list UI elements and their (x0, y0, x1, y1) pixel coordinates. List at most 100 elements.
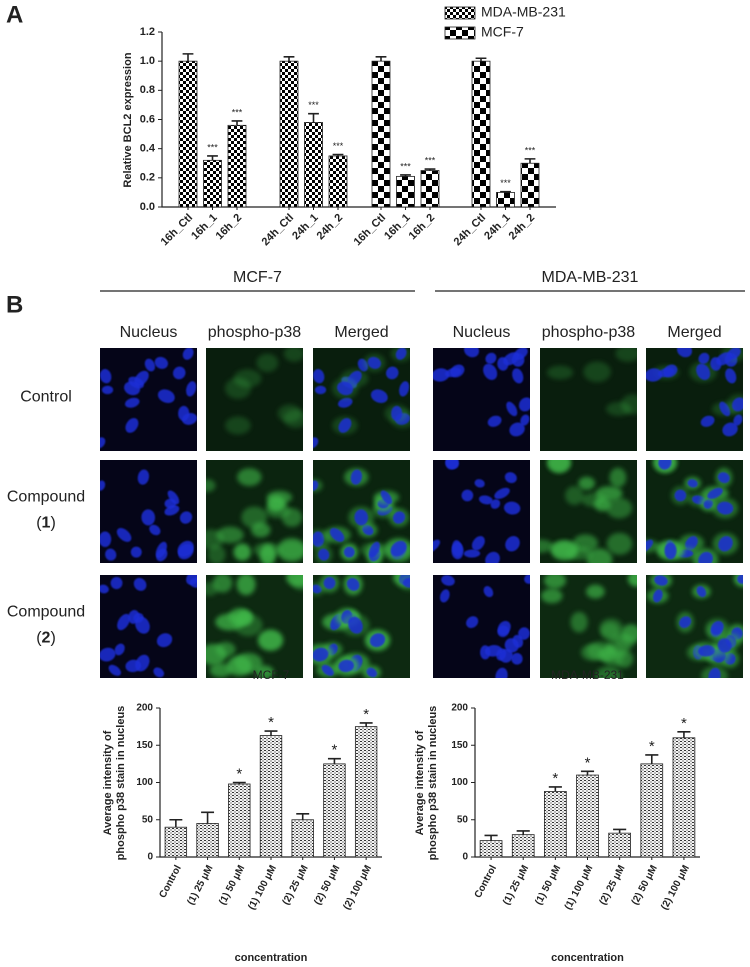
bar (511, 834, 535, 858)
x-tick-label: (1) 100 μM (563, 863, 596, 911)
x-tick-label: (2) 100 μM (341, 863, 374, 911)
bar (279, 60, 299, 208)
micrograph (100, 575, 197, 678)
bar (672, 737, 696, 858)
significance: * (236, 765, 242, 782)
error-bar (201, 811, 215, 824)
bar (259, 735, 283, 858)
error-bar (500, 190, 511, 193)
x-tick-label: (1) 50 μM (533, 863, 563, 906)
error-bar (580, 770, 595, 776)
row-label: Control (20, 389, 72, 406)
error-bar (613, 828, 627, 834)
significance: * (681, 715, 687, 732)
y-tick-label: 150 (136, 740, 153, 751)
bar (164, 826, 188, 858)
x-tick-label: 16h_2 (407, 212, 438, 243)
x-tick-label: 24h_Ctl (452, 212, 489, 249)
column-label: Nucleus (453, 324, 511, 341)
column-label: Merged (334, 324, 388, 341)
error-bar (424, 168, 436, 171)
bar (544, 791, 567, 858)
x-tick-label: 16h_1 (382, 212, 413, 243)
chart-title: MCF-7 (253, 668, 290, 682)
y-tick-label: 100 (136, 777, 153, 788)
legend-label: MDA-MB-231 (481, 4, 566, 20)
x-tick-label: (1) 100 μM (246, 863, 279, 911)
x-tick-label: (1) 25 μM (185, 863, 215, 906)
x-tick-label: (2) 25 μM (598, 863, 628, 906)
error-bar (296, 812, 310, 820)
micrograph (540, 460, 637, 563)
x-axis-title: concentration (551, 952, 624, 964)
micrograph (313, 575, 410, 678)
error-bar (332, 153, 344, 156)
bar (576, 774, 599, 858)
bar (354, 726, 378, 858)
error-bar (327, 757, 341, 764)
bar (227, 124, 247, 208)
bar (178, 60, 198, 208)
micrograph (206, 460, 303, 563)
significance: *** (525, 145, 536, 155)
micrograph (646, 460, 743, 563)
x-axis-title: concentration (235, 952, 308, 964)
significance: *** (308, 100, 319, 110)
x-tick-label: (2) 50 μM (312, 863, 342, 906)
significance: * (363, 706, 369, 723)
legend-swatch (444, 6, 476, 20)
x-tick-label: 24h_2 (507, 212, 538, 243)
y-tick-label: 0 (147, 852, 153, 863)
y-tick-label: 0.0 (140, 201, 155, 213)
significance: * (268, 714, 274, 731)
column-label: Merged (667, 324, 721, 341)
x-tick-label: (2) 50 μM (630, 863, 660, 906)
y-tick-label: 50 (142, 814, 154, 825)
micrograph (206, 575, 303, 678)
x-tick-label: 24h_Ctl (260, 212, 297, 249)
bar (496, 192, 515, 208)
bar (291, 819, 314, 858)
bar (471, 60, 491, 208)
column-label: phospho-p38 (542, 324, 636, 341)
bar (371, 60, 391, 208)
y-axis-title: Relative BCL2 expression (122, 52, 134, 187)
error-bar (475, 57, 487, 62)
bar (479, 840, 503, 858)
bar (328, 155, 348, 208)
y-tick-label: 0.2 (140, 172, 155, 184)
error-bar (516, 830, 530, 835)
error-bar (182, 53, 194, 62)
bar (196, 823, 219, 858)
column-label: phospho-p38 (208, 324, 302, 341)
bar (396, 175, 415, 208)
error-bar (308, 112, 319, 123)
error-bar (359, 722, 373, 727)
error-bar (484, 834, 498, 841)
y-tick-label: 1.2 (140, 26, 155, 38)
y-tick-label: 100 (451, 777, 468, 788)
bar (203, 159, 222, 208)
significance: * (332, 742, 338, 759)
micrograph (313, 460, 410, 563)
x-tick-label: Control (473, 863, 500, 900)
error-bar (231, 120, 243, 126)
y-tick-label: 0.4 (140, 143, 156, 155)
y-tick-label: 0.6 (140, 113, 155, 125)
x-tick-label: 16h_Ctl (352, 212, 389, 249)
panel-label: B (6, 291, 23, 318)
column-label: Nucleus (120, 324, 178, 341)
y-axis-title: phospho p38 stain in nucleus (427, 706, 439, 861)
panel-label: A (6, 1, 23, 28)
bar (228, 783, 251, 858)
legend-swatch (444, 26, 476, 40)
micrograph (540, 575, 637, 678)
significance: * (649, 738, 655, 755)
significance: *** (207, 142, 218, 152)
bar (323, 763, 346, 858)
group-title: MCF-7 (233, 269, 282, 286)
row-label-number: (1) (36, 515, 56, 532)
bar (520, 162, 540, 208)
bar (420, 170, 440, 208)
x-tick-label: 24h_2 (315, 212, 346, 243)
